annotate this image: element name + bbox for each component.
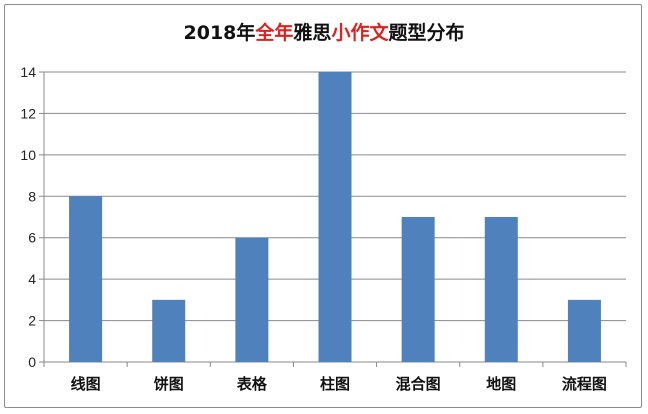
x-category-label: 柱图	[320, 375, 350, 393]
title-part: 2018年	[183, 22, 256, 44]
x-category-label: 混合图	[396, 375, 441, 393]
y-tick-label: 0	[28, 354, 36, 370]
bar	[401, 217, 435, 362]
title-part: 雅思	[293, 22, 332, 44]
title-part: 题型分布	[388, 22, 465, 44]
y-tick-label: 14	[20, 64, 36, 80]
x-category-label: 地图	[486, 375, 516, 393]
y-tick-label: 8	[28, 188, 36, 204]
y-tick-label: 10	[20, 147, 36, 163]
y-tick-label: 2	[28, 313, 36, 329]
bar	[235, 237, 269, 362]
y-tick-label: 6	[28, 230, 36, 246]
bar	[484, 217, 518, 362]
x-category-label: 饼图	[154, 375, 184, 393]
bar	[567, 299, 601, 362]
bar	[318, 72, 352, 362]
chart-title: 2018年全年雅思小作文题型分布	[0, 18, 648, 45]
bar	[69, 196, 103, 362]
title-part-highlight: 小作文	[331, 22, 389, 44]
x-category-label: 表格	[237, 375, 268, 393]
x-category-label: 线图	[71, 375, 101, 393]
y-tick-label: 12	[20, 105, 36, 121]
title-part-highlight: 全年	[255, 22, 294, 44]
y-tick-label: 4	[28, 271, 36, 287]
bar	[152, 299, 186, 362]
x-category-label: 流程图	[562, 375, 607, 393]
